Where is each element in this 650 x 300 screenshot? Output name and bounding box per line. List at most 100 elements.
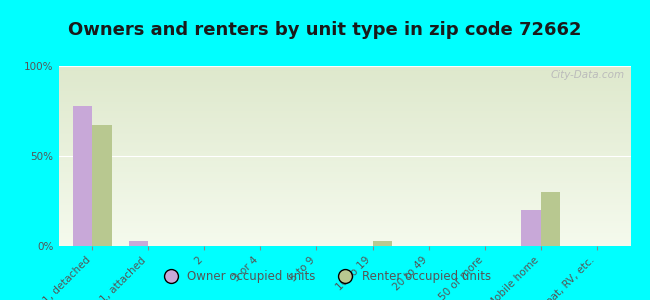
Bar [58,88,630,89]
Bar [58,241,630,242]
Bar [58,80,630,82]
Bar [58,84,630,86]
Bar [58,89,630,91]
Bar [58,185,630,187]
Bar [58,75,630,77]
Bar [58,102,630,104]
Bar [58,79,630,80]
Bar [58,109,630,111]
Bar [58,120,630,122]
Bar [58,201,630,203]
Bar [58,145,630,147]
Bar [58,134,630,136]
Bar [58,82,630,84]
Bar [58,124,630,125]
Bar [58,230,630,232]
Bar [58,235,630,237]
Bar [58,86,630,88]
Bar [58,174,630,176]
Bar [58,161,630,163]
Bar [58,160,630,161]
Bar [58,172,630,174]
Bar [58,205,630,206]
Bar [58,242,630,244]
Bar [372,241,392,246]
Bar [58,152,630,154]
Bar [58,188,630,190]
Bar [58,194,630,196]
Bar [58,122,630,124]
Bar [58,154,630,156]
Bar [58,95,630,97]
Bar [58,147,630,149]
Bar [58,178,630,179]
Bar [58,106,630,107]
Bar [58,196,630,197]
Bar [58,66,630,68]
Bar [58,111,630,113]
Bar [58,70,630,71]
Bar [58,104,630,106]
Bar [58,133,630,134]
Bar [58,187,630,188]
Bar [58,107,630,109]
Bar [58,208,630,210]
Bar [58,237,630,239]
Bar [58,179,630,181]
Text: City-Data.com: City-Data.com [551,70,625,80]
Bar [58,183,630,185]
Bar [58,142,630,143]
Bar [58,239,630,241]
Bar [58,98,630,100]
Bar [58,129,630,131]
Bar [58,93,630,95]
Bar [58,73,630,75]
Bar [58,97,630,98]
Bar [58,77,630,79]
Bar [58,125,630,127]
Bar [58,206,630,208]
Bar [58,151,630,152]
Bar [58,163,630,165]
Bar [58,212,630,214]
Bar [58,143,630,145]
Bar [58,226,630,228]
Bar [58,217,630,219]
Bar [58,176,630,178]
Bar [58,244,630,246]
Bar [58,214,630,215]
Bar [58,170,630,172]
Bar [521,210,541,246]
Bar [58,136,630,138]
Bar [58,100,630,102]
Bar [58,113,630,115]
Bar [58,199,630,201]
Bar [58,118,630,120]
Bar [58,210,630,212]
Text: Owners and renters by unit type in zip code 72662: Owners and renters by unit type in zip c… [68,21,582,39]
Bar [58,232,630,233]
Bar [92,125,112,246]
Bar [541,192,560,246]
Bar [58,116,630,118]
Bar [129,241,148,246]
Bar [58,215,630,217]
Bar [58,167,630,169]
Bar [58,221,630,223]
Bar [58,156,630,158]
Bar [58,165,630,167]
Bar [58,219,630,221]
Bar [58,233,630,235]
Bar [58,71,630,73]
Bar [58,197,630,199]
Bar [58,131,630,133]
Bar [58,224,630,226]
Bar [58,181,630,183]
Bar [58,140,630,142]
Bar [58,169,630,170]
Bar [58,192,630,194]
Bar [58,138,630,140]
Bar [58,203,630,205]
Bar [58,127,630,129]
Bar [58,223,630,224]
